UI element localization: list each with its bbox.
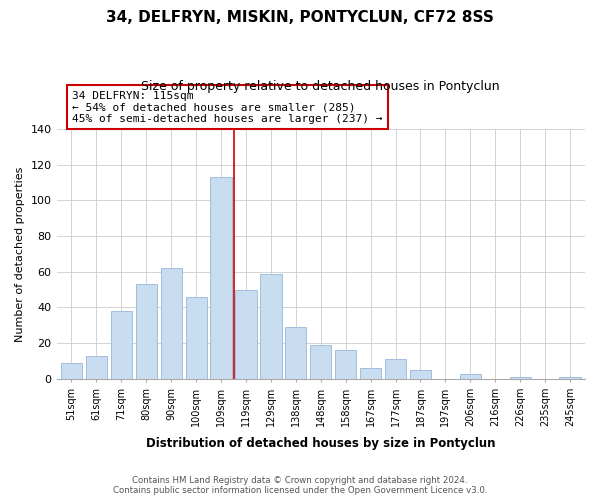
Bar bbox=[61, 363, 82, 379]
Text: 34 DELFRYN: 115sqm
← 54% of detached houses are smaller (285)
45% of semi-detach: 34 DELFRYN: 115sqm ← 54% of detached hou… bbox=[73, 90, 383, 124]
Bar bbox=[136, 284, 157, 379]
Title: Size of property relative to detached houses in Pontyclun: Size of property relative to detached ho… bbox=[142, 80, 500, 93]
Bar bbox=[185, 296, 207, 379]
Bar bbox=[460, 374, 481, 379]
X-axis label: Distribution of detached houses by size in Pontyclun: Distribution of detached houses by size … bbox=[146, 437, 496, 450]
Bar bbox=[410, 370, 431, 379]
Bar bbox=[310, 345, 331, 379]
Bar bbox=[509, 377, 531, 379]
Y-axis label: Number of detached properties: Number of detached properties bbox=[15, 166, 25, 342]
Bar bbox=[161, 268, 182, 379]
Bar bbox=[235, 290, 257, 379]
Bar bbox=[260, 274, 281, 379]
Bar bbox=[559, 377, 581, 379]
Text: Contains HM Land Registry data © Crown copyright and database right 2024.
Contai: Contains HM Land Registry data © Crown c… bbox=[113, 476, 487, 495]
Bar bbox=[385, 359, 406, 379]
Bar bbox=[360, 368, 381, 379]
Bar bbox=[86, 356, 107, 379]
Bar bbox=[285, 327, 307, 379]
Bar bbox=[111, 311, 132, 379]
Bar bbox=[335, 350, 356, 379]
Text: 34, DELFRYN, MISKIN, PONTYCLUN, CF72 8SS: 34, DELFRYN, MISKIN, PONTYCLUN, CF72 8SS bbox=[106, 10, 494, 25]
Bar bbox=[211, 177, 232, 379]
